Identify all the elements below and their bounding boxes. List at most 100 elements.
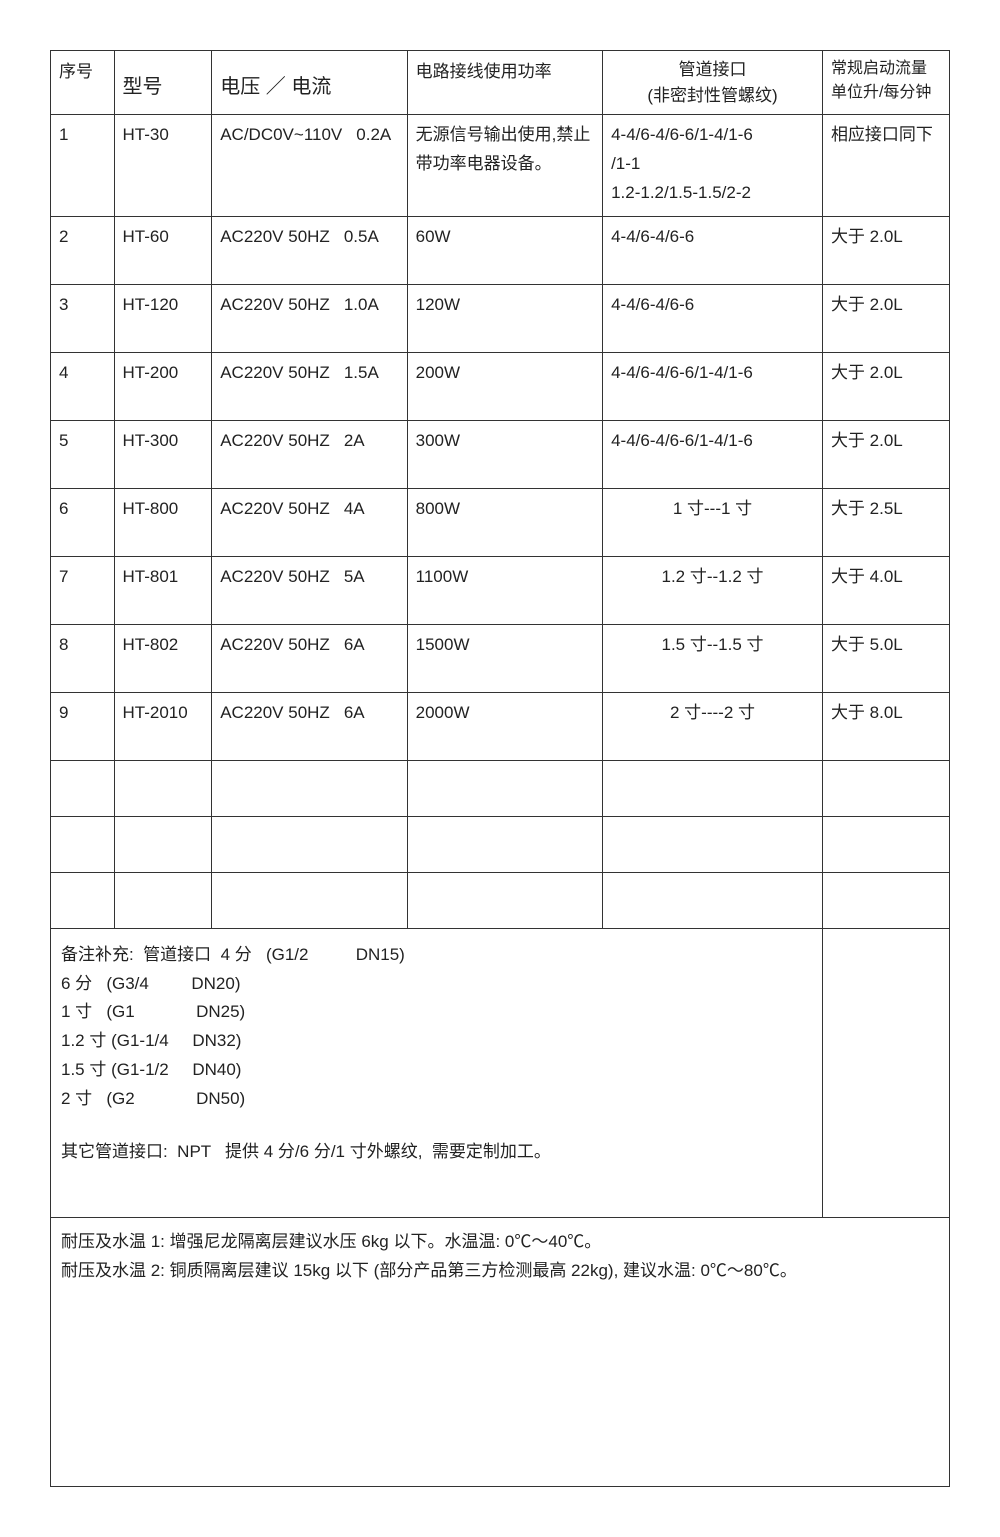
volt-amp: 0.2A [356, 121, 391, 150]
cell-volt: AC220V 50HZ2A [212, 420, 407, 488]
volt-amp: 1.5A [344, 359, 379, 386]
cell-model: HT-60 [114, 216, 212, 284]
empty-cell [51, 816, 115, 872]
pipe-l2: /1-1 [611, 154, 640, 173]
cell-volt: AC220V 50HZ 1.5A [212, 352, 407, 420]
table-row: 2 HT-60 AC220V 50HZ0.5A 60W 4-4/6-4/6-6 … [51, 216, 950, 284]
cell-flow: 大于 2.0L [822, 352, 949, 420]
volt-amp: 6A [344, 699, 365, 726]
table-row: 9 HT-2010 AC220V 50HZ 6A 2000W 2 寸----2 寸… [51, 692, 950, 760]
cell-pipe: 2 寸----2 寸 [603, 692, 823, 760]
empty-cell [114, 872, 212, 928]
volt-main: AC220V 50HZ [220, 223, 330, 250]
cell-pipe: 4-4/6-4/6-6 [603, 216, 823, 284]
cell-power: 800W [407, 488, 602, 556]
header-seq: 序号 [51, 51, 115, 115]
volt-amp: 6A [344, 631, 365, 658]
cell-volt: AC220V 50HZ 5A [212, 556, 407, 624]
volt-main: AC220V 50HZ [220, 291, 330, 318]
header-pipe-l2: (非密封性管螺纹) [647, 86, 777, 105]
cell-pipe: 4-4/6-4/6-6/1-4/1-6 /1-1 1.2-1.2/1.5-1.5… [603, 115, 823, 217]
notes1-l5: 1.5 寸 (G1-1/2 DN40) [61, 1056, 812, 1085]
empty-cell [51, 872, 115, 928]
notes1-l4: 1.2 寸 (G1-1/4 DN32) [61, 1027, 812, 1056]
cell-volt: AC220V 50HZ1.0A [212, 284, 407, 352]
empty-cell [212, 760, 407, 816]
volt-main: AC220V 50HZ [220, 699, 330, 726]
cell-model: HT-801 [114, 556, 212, 624]
volt-main: AC220V 50HZ [220, 563, 330, 590]
cell-seq: 4 [51, 352, 115, 420]
table-row: 3 HT-120 AC220V 50HZ1.0A 120W 4-4/6-4/6-… [51, 284, 950, 352]
empty-cell [603, 760, 823, 816]
cell-power: 60W [407, 216, 602, 284]
cell-flow: 大于 5.0L [822, 624, 949, 692]
header-pipe: 管道接口 (非密封性管螺纹) [603, 51, 823, 115]
header-flow-l2: 单位升/每分钟 [831, 84, 931, 101]
empty-row [51, 872, 950, 928]
cell-seq: 9 [51, 692, 115, 760]
volt-amp: 5A [344, 563, 365, 590]
cell-seq: 3 [51, 284, 115, 352]
cell-pipe: 4-4/6-4/6-6/1-4/1-6 [603, 420, 823, 488]
table-row: 4 HT-200 AC220V 50HZ1.5A 200W 4-4/6-4/6-… [51, 352, 950, 420]
empty-cell [822, 816, 949, 872]
notes-row-1: 备注补充: 管道接口 4 分 (G1/2 DN15) 6 分 (G3/4 DN2… [51, 928, 950, 1217]
notes1-l3: 1 寸 (G1 DN25) [61, 998, 812, 1027]
empty-cell [822, 760, 949, 816]
empty-cell [114, 760, 212, 816]
volt-amp: 4A [344, 495, 365, 522]
cell-seq: 5 [51, 420, 115, 488]
empty-cell [212, 816, 407, 872]
cell-power: 120W [407, 284, 602, 352]
cell-flow: 大于 4.0L [822, 556, 949, 624]
cell-model: HT-30 [114, 115, 212, 217]
cell-volt: AC220V 50HZ0.5A [212, 216, 407, 284]
table-row: 1 HT-30 AC/DC0V~110V0.2A 无源信号输出使用,禁止 带功率… [51, 115, 950, 217]
cell-pipe: 1.5 寸--1.5 寸 [603, 624, 823, 692]
notes2-l2: 耐压及水温 2: 铜质隔离层建议 15kg 以下 (部分产品第三方检测最高 22… [61, 1257, 939, 1286]
table-row: 8 HT-802 AC220V 50HZ6A 1500W 1.5 寸--1.5 … [51, 624, 950, 692]
header-model: 型号 [114, 51, 212, 115]
notes1-l7: 其它管道接口: NPT 提供 4 分/6 分/1 寸外螺纹, 需要定制加工。 [61, 1138, 812, 1167]
cell-flow: 大于 2.0L [822, 216, 949, 284]
cell-power: 2000W [407, 692, 602, 760]
cell-pipe: 1.2 寸--1.2 寸 [603, 556, 823, 624]
power-l1: 无源信号输出使用,禁止 [416, 125, 591, 144]
cell-model: HT-2010 [114, 692, 212, 760]
header-pipe-l1: 管道接口 [679, 60, 747, 79]
volt-main: AC220V 50HZ [220, 359, 330, 386]
notes-row-2: 耐压及水温 1: 增强尼龙隔离层建议水压 6kg 以下。水温温: 0℃～40℃。… [51, 1217, 950, 1486]
notes1-right-cell [822, 928, 949, 1217]
empty-cell [603, 872, 823, 928]
cell-seq: 7 [51, 556, 115, 624]
cell-pipe: 4-4/6-4/6-6 [603, 284, 823, 352]
cell-flow: 大于 2.0L [822, 420, 949, 488]
cell-flow: 大于 2.0L [822, 284, 949, 352]
empty-cell [212, 872, 407, 928]
cell-seq: 8 [51, 624, 115, 692]
notes1-l6: 2 寸 (G2 DN50) [61, 1085, 812, 1114]
volt-main: AC/DC0V~110V [220, 121, 342, 150]
table-row: 5 HT-300 AC220V 50HZ2A 300W 4-4/6-4/6-6/… [51, 420, 950, 488]
header-power: 电路接线使用功率 [407, 51, 602, 115]
power-l2: 带功率电器设备。 [416, 154, 552, 173]
table-row: 7 HT-801 AC220V 50HZ5A 1100W 1.2 寸--1.2 … [51, 556, 950, 624]
header-flow-l1: 常规启动流量 [831, 60, 927, 77]
cell-power: 200W [407, 352, 602, 420]
cell-volt: AC/DC0V~110V 0.2A [212, 115, 407, 217]
header-flow: 常规启动流量 单位升/每分钟 [822, 51, 949, 115]
cell-volt: AC220V 50HZ4A [212, 488, 407, 556]
cell-model: HT-120 [114, 284, 212, 352]
pipe-l1: 4-4/6-4/6-6/1-4/1-6 [611, 125, 753, 144]
volt-main: AC220V 50HZ [220, 427, 330, 454]
cell-flow: 大于 8.0L [822, 692, 949, 760]
notes2-l1: 耐压及水温 1: 增强尼龙隔离层建议水压 6kg 以下。水温温: 0℃～40℃。 [61, 1228, 939, 1257]
cell-seq: 6 [51, 488, 115, 556]
cell-power: 300W [407, 420, 602, 488]
empty-row [51, 816, 950, 872]
cell-flow: 相应接口同下 [822, 115, 949, 217]
header-volt: 电压 ／ 电流 [212, 51, 407, 115]
cell-power: 1500W [407, 624, 602, 692]
empty-cell [822, 872, 949, 928]
